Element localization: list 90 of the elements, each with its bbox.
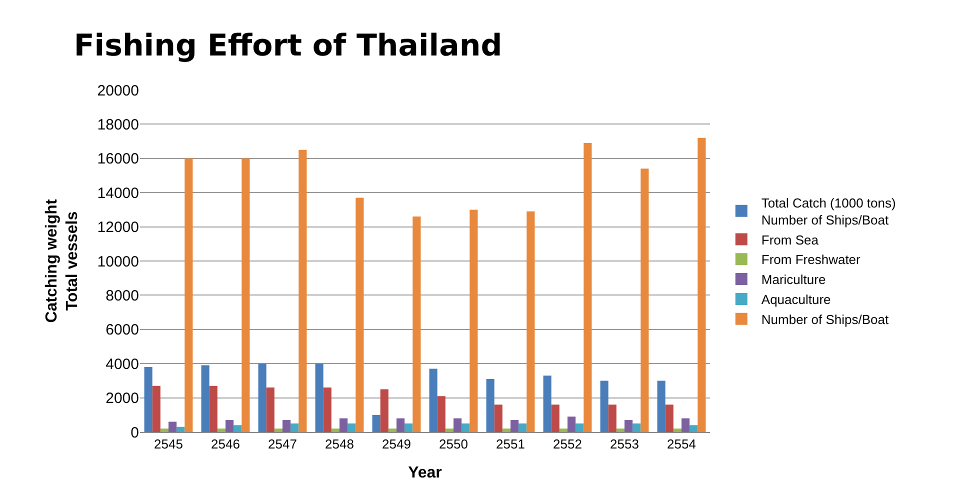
bar (494, 404, 502, 432)
bar (608, 404, 616, 432)
y-tick-label: 6000 (106, 322, 139, 339)
bar (258, 364, 266, 432)
bar (234, 425, 242, 432)
bar (510, 420, 519, 432)
bar (576, 423, 584, 432)
bar (176, 426, 185, 432)
bar (632, 423, 641, 432)
y-tick-label: 20000 (97, 82, 139, 100)
x-tick-label: 2546 (211, 436, 240, 452)
x-tick-label: 2552 (553, 436, 582, 452)
bar (624, 420, 633, 432)
bar (348, 423, 356, 432)
bar (226, 420, 234, 432)
bar (323, 388, 332, 432)
bar (340, 418, 348, 432)
bar (184, 158, 193, 432)
bar (356, 198, 364, 432)
bar (673, 428, 682, 432)
bar (690, 425, 698, 432)
bar (470, 210, 478, 432)
chart-title: Fishing Effort of Thailand (74, 28, 502, 64)
bar (404, 423, 413, 432)
y-tick-label: 18000 (97, 116, 139, 134)
x-tick-label: 2550 (439, 436, 468, 452)
bar (462, 423, 470, 432)
bar (152, 386, 160, 432)
x-tick-label: 2554 (667, 436, 696, 452)
x-tick-label: 2553 (610, 436, 639, 452)
bar (282, 420, 291, 432)
y-axis-title: Catching weight Total vessels (43, 198, 82, 323)
legend-label: From Freshwater (761, 252, 862, 268)
y-tick-label: 10000 (97, 253, 139, 270)
bar (526, 211, 535, 432)
bar (290, 423, 299, 432)
bar (396, 418, 405, 432)
bar (266, 388, 274, 432)
bar (429, 368, 438, 432)
bar (209, 386, 218, 432)
bar (380, 389, 388, 432)
bar (551, 404, 560, 432)
y-tick-label: 16000 (97, 150, 139, 168)
y-tick-label: 4000 (106, 356, 139, 373)
bar (698, 138, 706, 432)
bar (682, 418, 690, 432)
bar (568, 416, 576, 432)
bar (168, 422, 177, 432)
legend-label: Total Catch (1000 tons) Number of Ships/Boat (761, 196, 896, 228)
bar (242, 158, 250, 432)
y-tick-label: 2000 (106, 390, 139, 408)
bar (502, 428, 510, 432)
x-tick-label: 2548 (325, 436, 354, 452)
bar (640, 168, 649, 432)
legend-label: From Sea (761, 232, 820, 248)
bar (331, 428, 340, 432)
bar (486, 378, 494, 432)
bar (298, 150, 307, 432)
legend-label: Aquaculture (761, 292, 831, 308)
bar (454, 418, 462, 432)
bar (584, 143, 592, 432)
bar (412, 216, 421, 432)
bar (437, 396, 446, 432)
bar (144, 367, 152, 432)
bar (201, 365, 210, 432)
bar (274, 428, 282, 432)
legend-label: Mariculture (761, 272, 826, 288)
x-tick-label: 2549 (382, 436, 411, 452)
bar (543, 376, 552, 432)
y-tick-label: 8000 (106, 287, 139, 304)
y-tick-label: 12000 (97, 219, 139, 236)
bar (600, 380, 608, 432)
bar (388, 428, 396, 432)
bar (665, 404, 674, 432)
x-axis-title: Year (408, 464, 442, 482)
bar (445, 428, 454, 432)
bar (217, 428, 226, 432)
bar (616, 428, 624, 432)
x-tick-label: 2545 (154, 436, 183, 452)
x-tick-label: 2551 (496, 436, 525, 452)
y-tick-label: 0 (130, 424, 139, 442)
legend-label: Number of Ships/Boat (761, 312, 889, 327)
bar (559, 428, 568, 432)
bar (372, 414, 380, 432)
bar (657, 380, 666, 432)
bar (518, 423, 527, 432)
bar (160, 428, 168, 432)
x-tick-label: 2547 (268, 436, 297, 452)
bar (315, 364, 324, 432)
y-tick-label: 14000 (97, 184, 139, 202)
